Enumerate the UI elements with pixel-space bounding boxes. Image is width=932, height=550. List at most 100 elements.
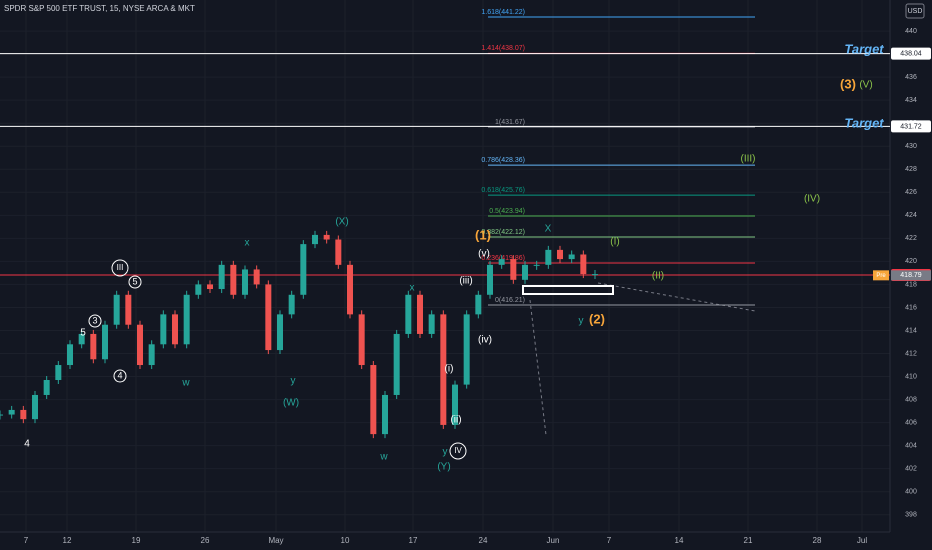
candle [592,274,598,276]
candle [568,254,575,260]
x-tick-label: 17 [409,536,418,545]
candle [533,264,540,266]
x-tick-label: Jul [857,536,867,545]
x-tick-label: 10 [341,536,350,545]
candle [172,314,178,345]
candle [43,380,50,395]
candle [183,294,190,345]
y-tick-label: 404 [905,442,917,449]
candle [580,254,587,275]
candle [253,269,260,285]
x-tick-label: 26 [201,536,210,545]
candle [382,394,388,435]
x-tick-label: 12 [63,536,72,545]
x-tick-label: 19 [132,536,141,545]
y-tick-label: 402 [905,466,917,473]
wave-circle [111,259,129,277]
candle [160,314,167,345]
chart-title: SPDR S&P 500 ETF TRUST, 15, NYSE ARCA & … [4,4,195,13]
candle [102,324,108,360]
y-tick-label: 436 [905,74,917,81]
candle [440,314,447,425]
fib-label: 1.414(438.07) [481,45,525,52]
wave-circle [113,369,127,383]
x-tick-label: Jun [547,536,560,545]
y-tick-label: 418 [905,281,917,288]
wave-label: 4 [117,370,122,380]
wave-label: 5 [132,276,137,286]
candle [475,294,482,315]
candle [347,264,353,315]
wave-label: (III) [741,154,756,165]
x-tick-label: 14 [675,536,684,545]
fib-label: 0.5(423.94) [489,208,525,215]
projection-line [597,282,756,312]
wave-label: (X) [335,217,348,228]
target-label: Target [844,115,884,130]
candle [20,409,27,420]
candle [230,264,237,295]
candle [417,294,423,334]
pre-tag [873,270,889,281]
candle [277,314,283,351]
fib-label: 0.618(425.76) [481,187,525,194]
candle [522,264,528,280]
candle [78,333,85,345]
candle [32,394,38,420]
highlight-box [522,285,614,295]
y-tick-label: 430 [905,143,917,150]
wave-label: (v) [478,249,490,260]
candle [195,284,202,295]
candle [487,264,493,295]
wave-label: (W) [283,398,299,409]
last-price-tag [891,270,931,281]
candle [218,264,225,290]
candle [148,344,155,366]
wave-label: (IV) [804,194,820,205]
candle [452,384,458,425]
wave-circle [128,275,142,289]
x-tick-label: 28 [813,536,822,545]
wave-label: w [181,378,190,389]
candle [428,314,435,334]
y-tick-label: 406 [905,419,917,426]
y-tick-label: 428 [905,166,917,173]
wave-label: III [117,263,124,272]
candle [335,239,342,265]
candle [393,333,400,395]
currency-box[interactable] [905,3,925,19]
candle [557,249,563,260]
projection-line [529,299,547,436]
price-tag [891,47,931,60]
candle [510,259,517,280]
x-tick-label: May [268,536,283,545]
y-tick-label: 426 [905,189,917,196]
fib-label: 0(416.21) [495,297,525,304]
candle [242,269,248,295]
y-tick-label: 414 [905,327,917,334]
wave-circle [88,314,102,328]
candle [90,333,97,360]
candle [300,244,307,295]
y-tick-label: 440 [905,28,917,35]
x-tick-label: 21 [744,536,753,545]
wave-label: (1) [475,227,491,242]
candle [405,294,412,334]
price-tag-label: 438.04 [900,51,922,58]
wave-circle [449,442,467,460]
price-tag [891,120,931,133]
fib-label: 0.382(422.12) [481,229,525,236]
y-tick-label: 398 [905,512,917,519]
currency[interactable]: USD [908,8,923,15]
wave-label: (I) [610,237,619,248]
wave-label: (3) [840,76,856,91]
candle [358,314,365,366]
wave-label: (ii) [450,415,461,426]
last-price-label: 418.79 [900,272,922,279]
wave-label: (iv) [478,335,492,346]
candle [545,249,552,265]
wave-label: w [379,452,388,463]
candle [207,284,213,290]
candle [498,259,505,265]
